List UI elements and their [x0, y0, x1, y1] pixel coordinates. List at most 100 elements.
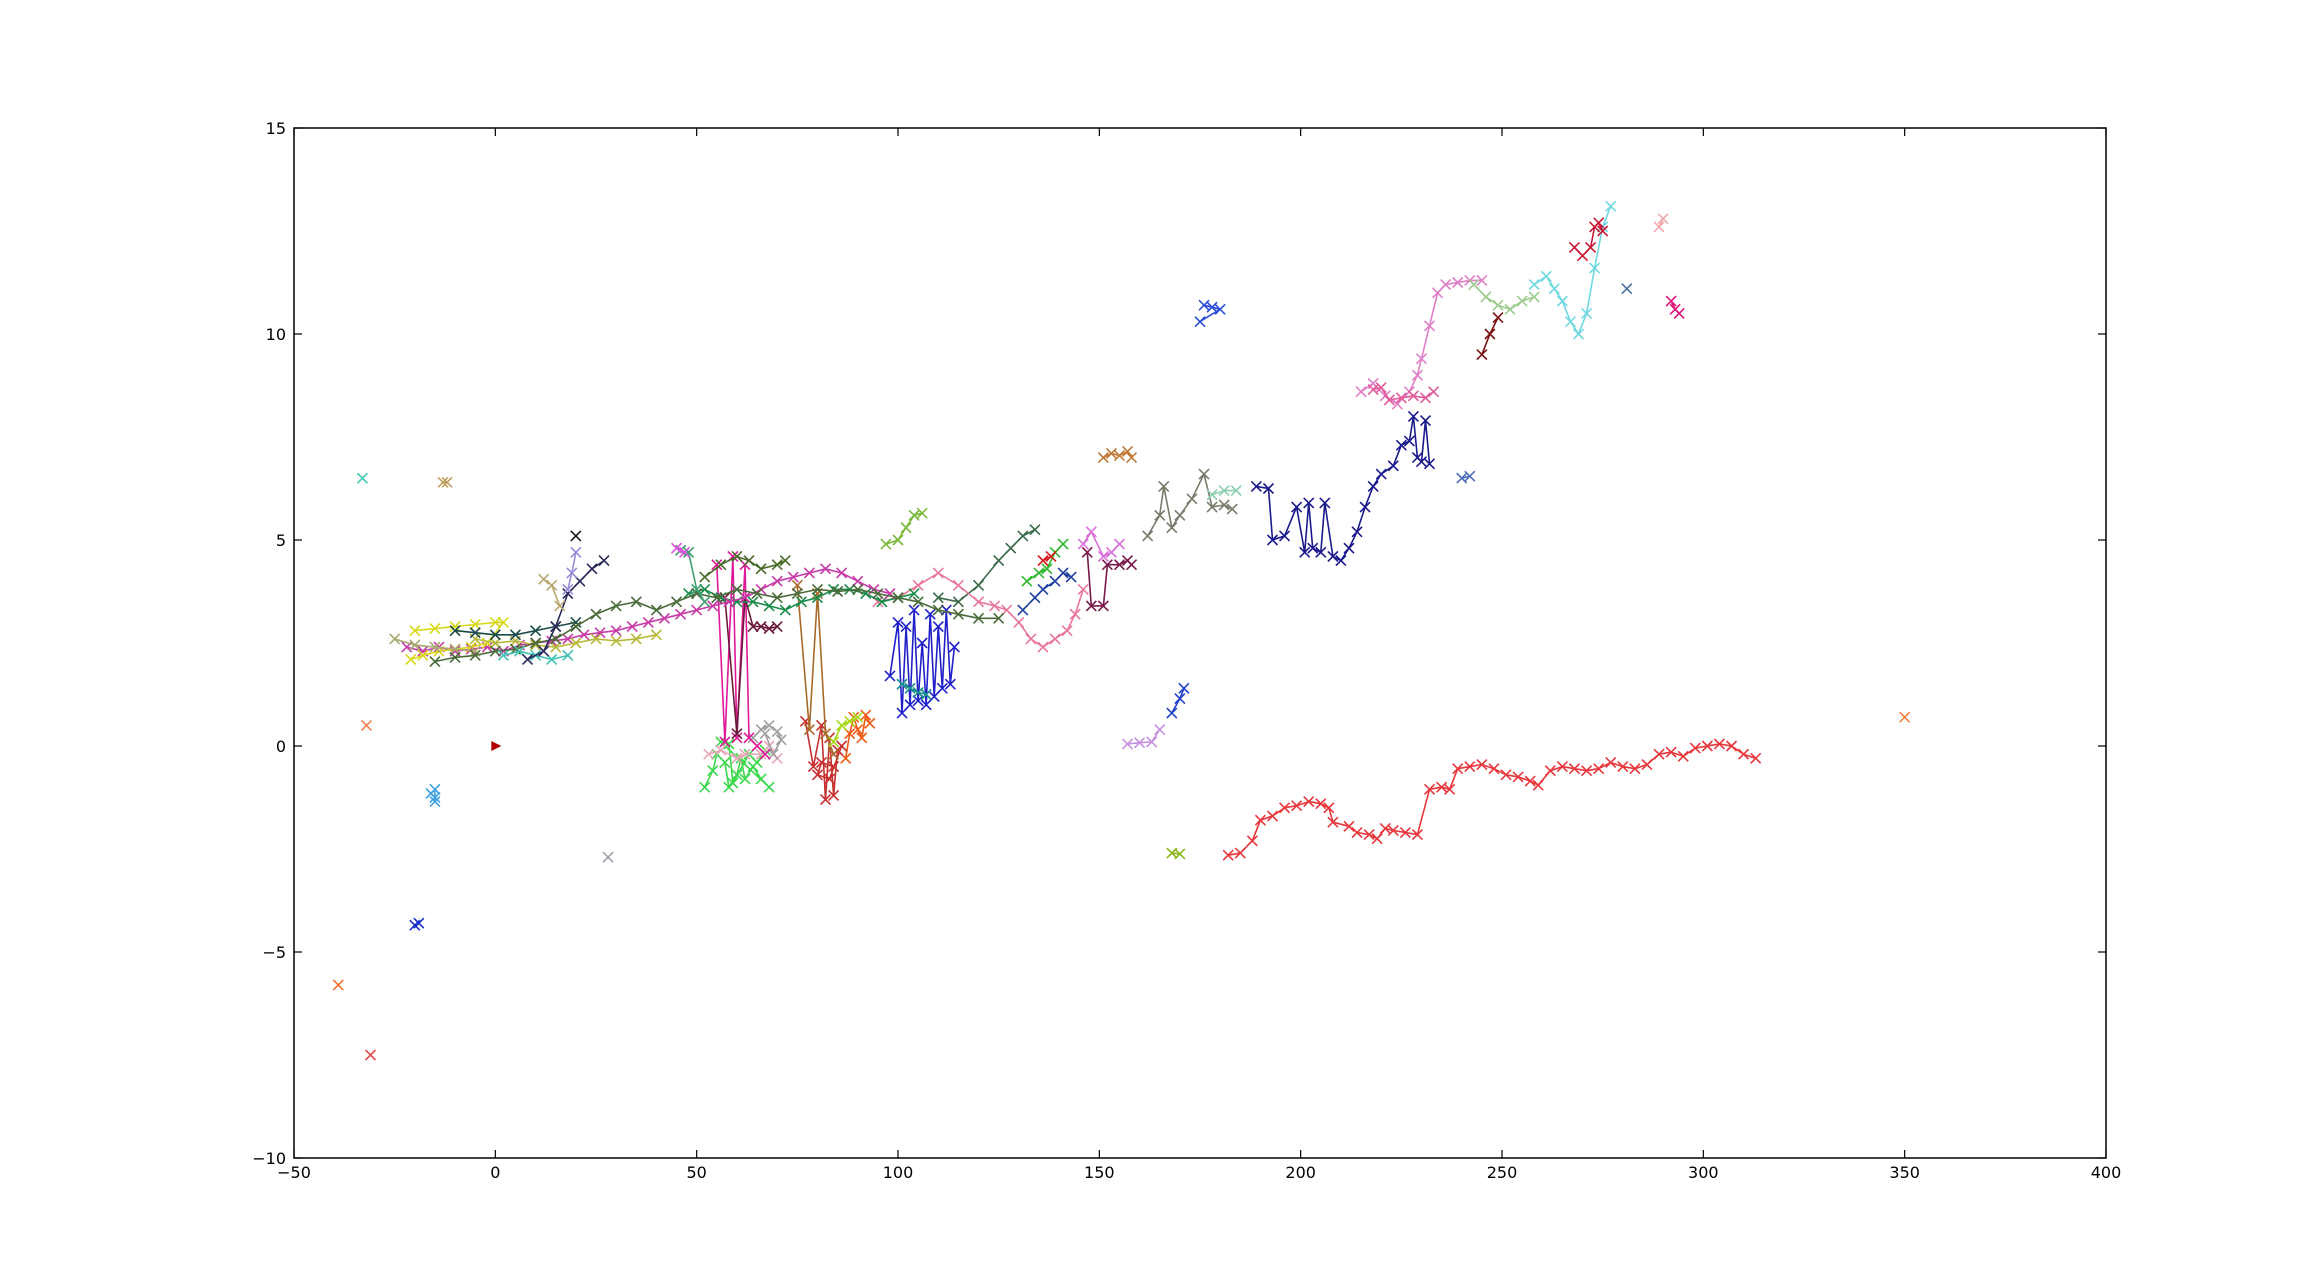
series-12-point-4 [1194, 316, 1206, 328]
series-1-point-41 [1665, 746, 1677, 758]
series-1-line [1228, 743, 1756, 856]
series-3-point-13 [1476, 274, 1488, 287]
series-22-point-3 [1041, 563, 1053, 575]
x-tick-label: 50 [686, 1163, 706, 1182]
series-28-point-6 [908, 604, 920, 616]
series-45-point-5 [530, 625, 542, 637]
series-31-point-9 [823, 773, 836, 785]
series-26-point-13 [1061, 625, 1073, 637]
series-39-point-15 [908, 587, 920, 600]
series-53-point-1 [570, 530, 582, 542]
series-52 [670, 542, 691, 558]
series-18-point-3 [1097, 550, 1109, 563]
series-44-point-2 [409, 639, 421, 651]
series-33-point-1 [828, 736, 840, 748]
series-24-point-1 [1037, 555, 1049, 567]
series-1 [1222, 738, 1762, 861]
series-56 [360, 719, 373, 731]
series-51-point-3 [691, 583, 703, 596]
x-tick-label: 150 [1084, 1163, 1115, 1182]
series-1-point-32 [1556, 761, 1568, 773]
series-42-point-11 [417, 649, 429, 661]
series-17-point-7 [1125, 559, 1138, 571]
series-46-point-8 [570, 620, 582, 633]
series-1-point-25 [1476, 758, 1488, 771]
series-48-point-1 [521, 653, 534, 666]
series-8-point-5 [1593, 217, 1605, 229]
series-46-point-2 [449, 651, 461, 663]
series-15-point-4 [1166, 522, 1178, 534]
series-1-point-11 [1327, 816, 1339, 828]
series-13 [1456, 470, 1476, 484]
series-31-point-2 [807, 761, 820, 773]
series-26-point-12 [1049, 633, 1061, 645]
series-46-point-22 [852, 583, 864, 596]
series-34-point-14 [727, 777, 739, 789]
series-2-point-13 [1343, 542, 1355, 554]
series-1-point-40 [1653, 748, 1665, 760]
series-36-point-3 [763, 719, 775, 731]
series-38-point-7 [771, 620, 783, 633]
series-38-point-5 [755, 620, 767, 633]
series-38-point-4 [747, 620, 759, 633]
series-26-point-7 [989, 600, 1001, 612]
series-42-point-2 [429, 623, 441, 635]
series-41-point-13 [594, 627, 606, 639]
series-5-point-2 [1480, 291, 1492, 303]
series-1-point-45 [1713, 738, 1726, 750]
series-46-point-17 [751, 587, 763, 600]
x-tick-label: 400 [2091, 1163, 2122, 1182]
series-1-point-31 [1544, 765, 1556, 777]
series-28-point-7 [912, 695, 924, 707]
series-14-point-3 [1113, 449, 1126, 462]
series-61-point-1 [602, 851, 614, 863]
series-28 [884, 604, 960, 719]
series-layer [332, 200, 1911, 1061]
series-14-point-1 [1097, 452, 1109, 464]
series-9-point-2 [1657, 213, 1669, 225]
x-tick-label: 0 [490, 1163, 500, 1182]
series-37-point-8 [759, 748, 771, 760]
series-57-point-2 [429, 791, 441, 804]
series-1-point-38 [1629, 763, 1641, 775]
series-1-point-30 [1532, 779, 1544, 791]
series-2-point-20 [1403, 435, 1415, 447]
series-4-point-3 [1383, 394, 1395, 406]
series-36 [747, 719, 787, 760]
series-35-point-1 [703, 748, 715, 760]
series-35-point-4 [739, 748, 751, 760]
series-11 [1621, 283, 1633, 295]
plot-area-frame [293, 127, 2107, 1159]
series-1-point-19 [1411, 829, 1424, 841]
series-12-point-2 [1206, 301, 1218, 313]
series-3-point-1 [1355, 386, 1367, 398]
series-2-point-18 [1387, 460, 1399, 472]
series-34-point-4 [719, 756, 731, 769]
series-2-point-2 [1262, 482, 1275, 495]
series-46-point-10 [610, 600, 622, 612]
series-31-point-6 [828, 789, 840, 802]
series-2-point-21 [1407, 410, 1419, 422]
series-40-point-6 [771, 559, 783, 571]
series-50-point-3 [554, 600, 566, 612]
series-6-point-7 [1580, 307, 1593, 319]
series-43-point-5 [550, 641, 562, 653]
series-36-point-5 [775, 734, 787, 746]
series-45-point-4 [509, 629, 522, 641]
series-57 [425, 783, 441, 808]
series-6-point-5 [1564, 316, 1577, 328]
series-1-point-28 [1512, 771, 1524, 783]
series-20-point-1 [1166, 707, 1178, 719]
series-46-point-15 [711, 592, 723, 604]
series-17-point-1 [1081, 546, 1093, 558]
series-49-point-1 [562, 583, 574, 596]
series-28-point-16 [948, 641, 960, 653]
series-35-point-2 [715, 744, 727, 756]
series-1-point-21 [1436, 781, 1448, 793]
series-25-point-3 [972, 579, 985, 591]
series-18-point-2 [1085, 526, 1097, 538]
series-46-point-9 [590, 608, 602, 620]
y-tick-label: 0 [276, 737, 286, 756]
series-9-point-1 [1653, 221, 1665, 233]
series-41-point-15 [626, 620, 638, 633]
